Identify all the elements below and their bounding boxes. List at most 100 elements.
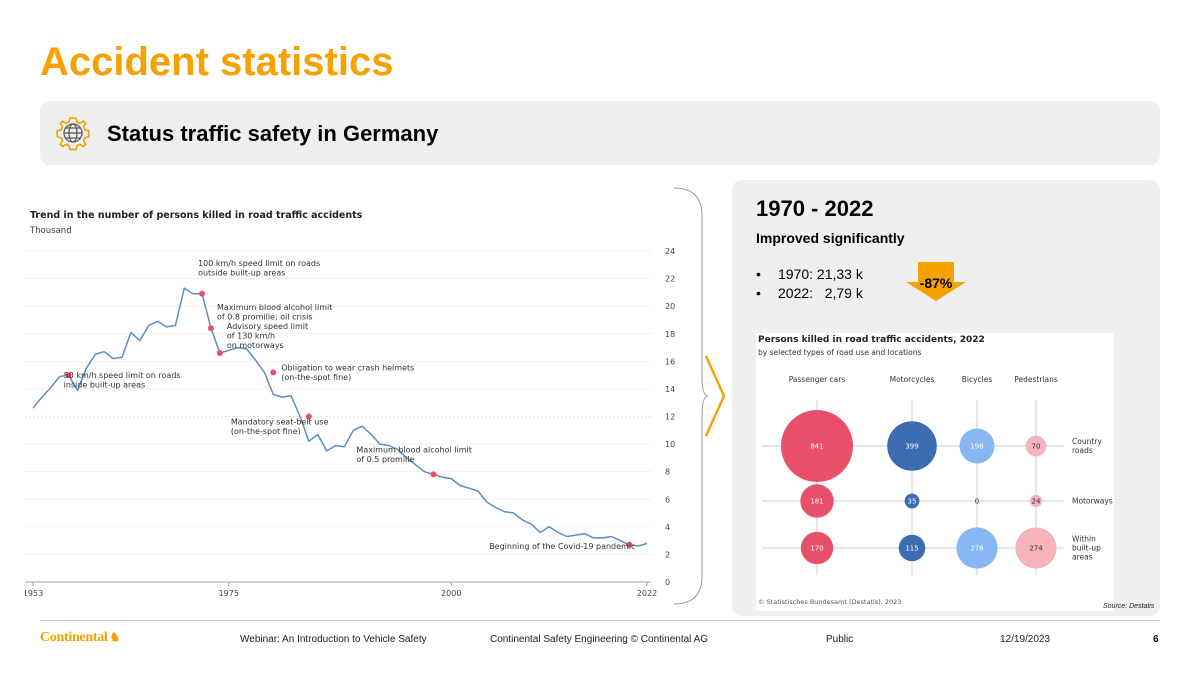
annotation-line: Mandatory seat-belt use xyxy=(231,418,329,427)
bubble-value-label: 170 xyxy=(810,545,823,553)
row-label-line: Within xyxy=(1072,535,1096,544)
bubble xyxy=(956,527,998,569)
bubble-value-label: 276 xyxy=(970,545,984,553)
bubble-value-label: 181 xyxy=(810,498,823,506)
event-annotation: Mandatory seat-belt use (on-the-spot fine… xyxy=(231,418,329,437)
slide-title: Accident statistics xyxy=(40,40,394,84)
event-annotation: Advisory speed limit of 130 km/h on motorw… xyxy=(227,322,308,350)
y-tick-label: 12 xyxy=(665,413,675,422)
stat-1970: 1970: 21,33 k xyxy=(756,265,863,284)
annotation-line: on motorways xyxy=(227,341,284,350)
event-marker xyxy=(430,471,437,478)
bracket-connector xyxy=(673,187,726,605)
annotation-line: 100 km/h speed limit on roads xyxy=(198,259,320,268)
annotation-line: of 130 km/h xyxy=(227,332,275,341)
footer-copyright: Continental Safety Engineering © Contine… xyxy=(490,634,709,645)
event-annotation: Obligation to wear crash helmets (on-the-… xyxy=(281,363,414,382)
bubble-value-label: 35 xyxy=(908,498,917,506)
bubble xyxy=(800,531,834,565)
row-label-line: built-up xyxy=(1072,544,1101,553)
period-heading: 1970 - 2022 xyxy=(756,196,874,221)
bubble-column-label: Pedestrians xyxy=(1014,375,1058,384)
fatalities-bubble-chart: Passenger cars Motorcycles Bicycles Pedestr… xyxy=(762,375,1113,575)
bubble xyxy=(959,428,995,464)
fatalities-line xyxy=(32,287,648,547)
annotation-line: Advisory speed limit xyxy=(227,322,308,331)
annotation-line: Obligation to wear crash helmets xyxy=(281,363,414,372)
event-marker xyxy=(305,413,312,420)
y-tick-label: 4 xyxy=(665,523,670,532)
continental-logo: Continental ♞ xyxy=(40,630,121,645)
bubble xyxy=(800,484,834,518)
globe-gear-icon xyxy=(56,117,90,151)
bubble xyxy=(904,493,920,509)
down-arrow-icon xyxy=(906,262,966,301)
stats-list: 1970: 21,33 k 2022: 2,79 k xyxy=(756,265,863,303)
annotation-line: (on-the-spot fine) xyxy=(231,427,301,436)
bubble-chart-credit: © Statistisches Bundesamt (Destatis), 20… xyxy=(758,598,902,606)
footer-divider xyxy=(40,620,1160,621)
row-label-line: Motorways xyxy=(1072,497,1113,506)
annotation-line: Beginning of the Covid-19 pandemic xyxy=(489,542,635,551)
y-tick-label: 0 xyxy=(665,578,670,587)
event-marker xyxy=(199,290,206,297)
x-tick-label: 2022 xyxy=(637,589,657,598)
event-marker xyxy=(65,372,72,379)
bubble xyxy=(1025,435,1047,457)
bubble-value-label: 115 xyxy=(905,545,918,553)
annotation-line: Maximum blood alcohol limit xyxy=(356,445,471,454)
x-tick-label: 1953 xyxy=(25,589,43,598)
annotation-line: 50 km/h speed limit on roads xyxy=(64,371,181,380)
bubble-value-label: 198 xyxy=(970,443,983,451)
bubble-value-label: 0 xyxy=(975,498,979,506)
x-tick-label: 2000 xyxy=(441,589,461,598)
annotation-line: of 0.8 promille; oil crisis xyxy=(217,313,313,322)
event-annotation: 100 km/h speed limit on roads outside bui… xyxy=(198,259,320,278)
y-tick-label: 18 xyxy=(665,330,675,339)
bubble-row-label: Within built-up areas xyxy=(1072,535,1101,562)
horse-icon: ♞ xyxy=(109,630,121,644)
annotation-line: of 0.5 promille xyxy=(356,455,414,464)
event-marker xyxy=(207,325,214,332)
y-tick-label: 24 xyxy=(665,247,675,256)
y-tick-label: 22 xyxy=(665,275,675,284)
event-annotation: Maximum blood alcohol limit of 0.5 promil… xyxy=(356,445,471,464)
annotation-line: Maximum blood alcohol limit xyxy=(217,303,332,312)
bubble xyxy=(781,410,853,482)
page-number: 6 xyxy=(1153,634,1159,645)
bubble xyxy=(1029,494,1043,508)
event-annotation: Beginning of the Covid-19 pandemic xyxy=(489,542,635,551)
footer-classification: Public xyxy=(826,634,854,645)
event-annotation: Maximum blood alcohol limit of 0.8 promil… xyxy=(217,303,332,322)
bubble-value-label: 399 xyxy=(905,443,918,451)
y-tick-label: 6 xyxy=(665,495,670,504)
y-tick-label: 14 xyxy=(665,385,675,394)
event-marker xyxy=(626,541,633,548)
event-marker xyxy=(216,350,223,357)
x-tick-label: 1975 xyxy=(219,589,239,598)
section-subtitle: Status traffic safety in Germany xyxy=(107,121,439,146)
bubble-value-label: 24 xyxy=(1032,498,1041,506)
bubble-column-label: Bicycles xyxy=(962,375,993,384)
bubble-value-label: 274 xyxy=(1029,545,1043,553)
subtitle-bar xyxy=(40,101,1160,165)
row-label-line: roads xyxy=(1072,446,1093,455)
bubble-column-label: Motorcycles xyxy=(890,375,935,384)
event-marker xyxy=(270,369,277,376)
row-label-line: areas xyxy=(1072,553,1093,562)
improvement-heading: Improved significantly xyxy=(756,230,905,246)
event-annotation: 50 km/h speed limit on roads inside built… xyxy=(64,371,181,390)
bubble xyxy=(898,534,926,562)
annotation-line: (on-the-spot fine) xyxy=(281,373,351,382)
stat-2022: 2022: 2,79 k xyxy=(756,284,863,303)
y-tick-label: 20 xyxy=(665,302,675,311)
bubble-row-label: Country roads xyxy=(1072,437,1102,455)
bubble-chart-subtitle: by selected types of road use and locati… xyxy=(758,348,922,357)
source-note: Source: Destatis xyxy=(1103,603,1155,610)
bubble-value-label: 70 xyxy=(1032,443,1041,451)
change-badge: -87% xyxy=(919,275,953,291)
bubble-chart-title: Persons killed in road traffic accidents… xyxy=(758,335,985,345)
footer-webinar: Webinar: An Introduction to Vehicle Safe… xyxy=(240,634,427,645)
annotation-line: outside built-up areas xyxy=(198,268,285,277)
